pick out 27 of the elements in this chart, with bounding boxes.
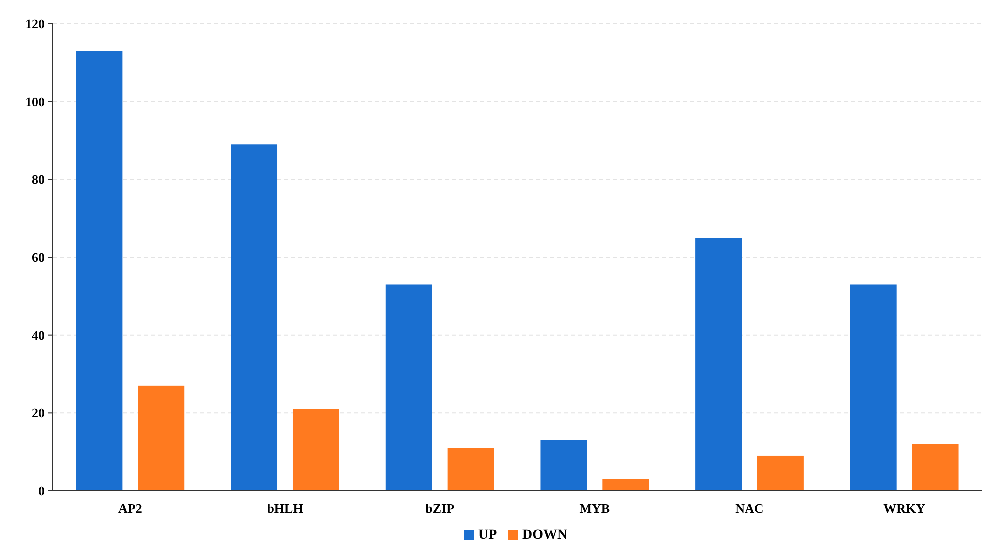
bar [602,479,650,491]
bar [912,444,959,491]
bar [850,284,897,491]
y-tick-label: 20 [32,406,45,421]
y-tick-label: 60 [32,250,45,266]
bar [757,456,804,491]
y-tick-label: 40 [32,328,45,343]
x-tick-label: WRKY [884,501,926,516]
bar [231,144,278,491]
bar [696,238,742,491]
legend-label: UP [478,528,498,543]
bar [292,409,340,491]
x-tick-label: bZIP [426,501,455,516]
x-tick-label: AP2 [118,501,142,516]
y-tick-label: 120 [26,16,45,32]
bar [76,51,123,491]
bar [448,448,494,491]
x-tick-label: bHLH [267,501,304,516]
x-tick-label: NAC [736,501,764,516]
legend-label: DOWN [522,528,568,543]
y-tick-label: 100 [26,94,45,110]
bar [540,440,588,491]
y-tick-label: 80 [32,172,45,188]
y-tick-label: 0 [38,484,45,499]
bar [138,386,185,491]
bar [386,284,432,491]
x-tick-label: MYB [580,501,610,516]
